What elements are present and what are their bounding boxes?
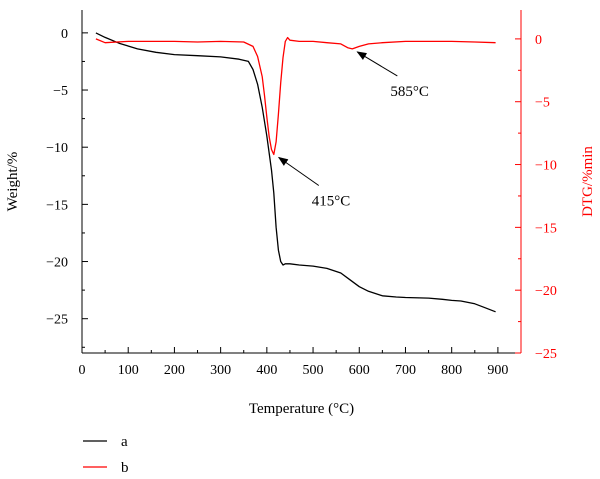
y-tick-label-right: −25 — [535, 347, 557, 362]
x-tick-label: 500 — [303, 363, 324, 378]
annotation-arrow — [277, 156, 320, 186]
x-tick-label: 200 — [164, 363, 185, 378]
x-tick-label: 700 — [395, 363, 416, 378]
y-tick-label-left: −10 — [46, 141, 68, 156]
annotation-label: 415°C — [312, 193, 351, 209]
x-tick-label: 800 — [441, 363, 462, 378]
x-tick-label: 0 — [79, 363, 86, 378]
x-tick-label: 400 — [256, 363, 277, 378]
x-tick-label: 300 — [210, 363, 231, 378]
series-line-a — [95, 32, 496, 313]
y-tick-label-left: −20 — [46, 256, 68, 271]
x-tick-label: 100 — [118, 363, 139, 378]
y-tick-label-right: −10 — [535, 159, 557, 174]
y-tick-label-right: −15 — [535, 221, 557, 236]
series-line-b — [95, 36, 496, 156]
annotation-label: 585°C — [390, 84, 429, 100]
annotations-group: 415°C 585°C — [277, 51, 429, 209]
legend-label-a: a — [121, 434, 128, 450]
axes-group: 0 100 200 300 400 500 600 700 800 900 0 −5 −10 −15 −20… — [5, 10, 596, 417]
x-tick-label: 900 — [487, 363, 508, 378]
x-axis-title: Temperature (°C) — [249, 401, 354, 417]
legend-label-b: b — [121, 460, 129, 476]
legend: ab — [83, 434, 129, 476]
y-tick-label-left: −25 — [46, 313, 68, 328]
y-tick-label-right: −20 — [535, 284, 557, 299]
annotation-arrow — [356, 51, 398, 77]
y-tick-label-right: −5 — [535, 96, 550, 111]
y-tick-label-right: 0 — [535, 33, 542, 48]
y-tick-label-left: −15 — [46, 198, 68, 213]
y-axis-title-left: Weight/% — [5, 152, 21, 212]
y-tick-label-left: 0 — [61, 27, 68, 42]
y-tick-label-left: −5 — [53, 84, 68, 99]
y-axis-title-right: DTG/%min — [580, 146, 596, 217]
series-group — [95, 32, 496, 313]
x-tick-label: 600 — [349, 363, 370, 378]
